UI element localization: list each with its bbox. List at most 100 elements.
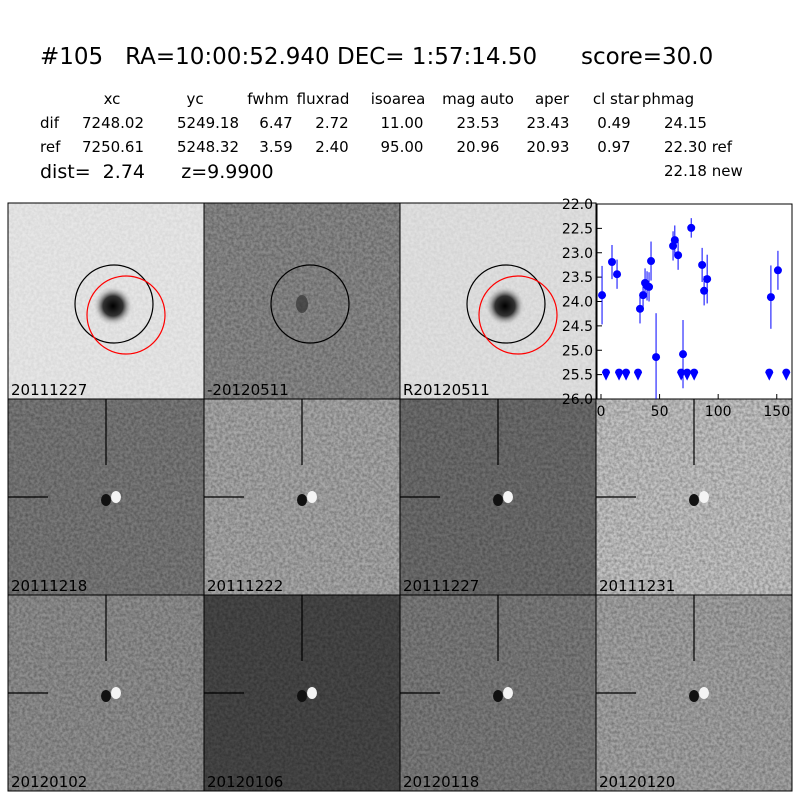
y-tick-label: 22.5 <box>562 221 593 237</box>
stamp: 20120118 <box>399 594 597 792</box>
source <box>485 286 525 326</box>
aperture-ref <box>478 275 558 355</box>
upper-limit <box>634 368 643 381</box>
y-tick-label: 24.0 <box>562 295 593 311</box>
residual-light <box>111 491 121 503</box>
title: #105 RA=10:00:52.940 DEC= 1:57:14.50 sco… <box>40 44 713 70</box>
column-header: cl star <box>593 90 640 108</box>
cell: 20.93 <box>527 138 570 156</box>
data-point <box>608 258 616 267</box>
stamp: 20120120 <box>595 594 793 792</box>
stamp: 20120102 <box>7 594 205 792</box>
data-point <box>773 266 782 275</box>
source <box>93 286 133 326</box>
stamp-frame <box>595 594 793 792</box>
stamp: 20111222 <box>203 398 401 596</box>
cell: 6.47 <box>259 114 292 132</box>
stamp-label: 20111227 <box>403 577 479 595</box>
data-point <box>700 286 709 295</box>
summary: dist= 2.74 z=9.9900 <box>40 161 274 183</box>
data-point <box>645 282 654 291</box>
y-tick-label: 26.0 <box>562 392 593 408</box>
aperture-ref <box>86 275 166 355</box>
upper-limit <box>622 368 631 381</box>
residual-dark <box>101 494 111 506</box>
y-tick-label: 24.5 <box>562 319 593 335</box>
stamp-label: 20120118 <box>403 773 479 791</box>
cell: 11.00 <box>381 114 424 132</box>
stamp: -20120511 <box>203 202 401 400</box>
residual-light <box>307 687 317 699</box>
column-header: isoarea <box>371 90 426 108</box>
residual-light <box>111 687 121 699</box>
y-tick-label: 25.5 <box>562 368 593 384</box>
residual-dark <box>689 690 699 702</box>
source <box>296 295 308 313</box>
data-point <box>639 291 648 300</box>
stamps: 20111227 -20120511 R20120511 20111218 201112… <box>7 202 793 792</box>
row-label: dif <box>40 114 60 132</box>
column-header: yc <box>186 90 203 108</box>
stamp: R20120511 <box>399 202 597 400</box>
data-point <box>670 236 679 245</box>
data-point <box>687 223 696 232</box>
data-point <box>766 293 775 302</box>
cell: 5248.32 <box>177 138 239 156</box>
residual-dark <box>101 690 111 702</box>
plot-area <box>596 203 793 400</box>
aperture <box>466 264 546 344</box>
data-point <box>679 350 688 359</box>
data-point <box>598 291 607 300</box>
cell: 22.30 ref <box>664 138 733 156</box>
upper-limit <box>690 368 699 381</box>
stamp: 20111227 <box>7 202 205 400</box>
residual-dark <box>493 494 503 506</box>
residual-dark <box>493 690 503 702</box>
data-point <box>698 260 707 269</box>
cell: 0.49 <box>597 114 630 132</box>
data-point <box>674 251 683 260</box>
cell: 2.72 <box>315 114 348 132</box>
stamp-label: 20111231 <box>599 577 675 595</box>
residual-dark <box>689 494 699 506</box>
cell: 95.00 <box>381 138 424 156</box>
stamp: 20111218 <box>7 398 205 596</box>
stamp: 20120106 <box>203 594 401 792</box>
column-header: fwhm <box>247 90 288 108</box>
residual-light <box>503 491 513 503</box>
y-tick-label: 25.0 <box>562 343 593 359</box>
column-header: mag auto <box>442 90 514 108</box>
x-tick-label: 50 <box>651 404 669 420</box>
cell: 7250.61 <box>82 138 144 156</box>
data-point <box>652 353 661 362</box>
data-point <box>636 304 645 313</box>
upper-limit <box>602 368 611 381</box>
aperture <box>270 264 350 344</box>
data-point <box>647 257 656 266</box>
stamp: 20111227 <box>399 398 597 596</box>
residual-light <box>503 687 513 699</box>
light-curve: 22.0 22.5 23.0 23.5 24.0 24.5 25.0 25.5 26.00 50 1… <box>562 197 793 420</box>
cell: 3.59 <box>259 138 292 156</box>
x-tick-label: 0 <box>597 404 606 420</box>
cell: 2.40 <box>315 138 348 156</box>
x-tick-label: 150 <box>763 404 790 420</box>
residual-light <box>699 687 709 699</box>
residual-dark <box>297 690 307 702</box>
x-tick-label: 100 <box>705 404 732 420</box>
residual-dark <box>297 494 307 506</box>
cell: 7248.02 <box>82 114 144 132</box>
data-point <box>703 275 712 284</box>
cell: 23.43 <box>527 114 570 132</box>
stamp: 20111231 <box>595 398 793 596</box>
row-label: ref <box>40 138 61 156</box>
cell: 23.53 <box>457 114 500 132</box>
upper-limit <box>683 368 692 381</box>
phmag-new: 22.18 new <box>664 162 743 180</box>
stamp-label: -20120511 <box>207 381 289 399</box>
aperture <box>74 264 154 344</box>
stamp-label: 20111227 <box>11 381 87 399</box>
stamp-label: 20120106 <box>207 773 283 791</box>
y-tick-label: 23.5 <box>562 270 593 286</box>
